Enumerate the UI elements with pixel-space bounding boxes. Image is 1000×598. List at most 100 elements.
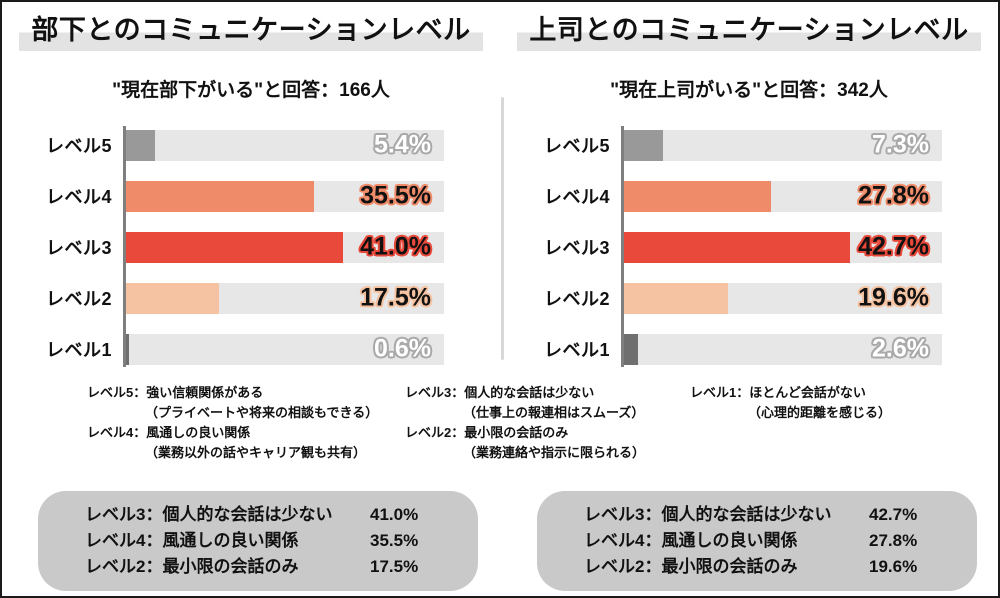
bar-row: レベル4 27.8%	[532, 180, 942, 212]
bar-fill	[126, 129, 155, 161]
bar-chart-right: レベル5 7.3% レベル4 27.8% レベル3	[532, 125, 942, 367]
bar-row: レベル1 0.6%	[34, 333, 444, 365]
definition-line: レベル5：強い信頼関係がある	[87, 384, 264, 400]
bar-row: レベル3 41.0%	[34, 231, 444, 263]
page-title-right: 上司とのコミュニケーションレベル	[517, 10, 981, 51]
summary-label: レベル4：風通しの良い関係	[85, 530, 299, 550]
respondent-count-left: "現在部下がいる"と回答：166人	[112, 79, 390, 101]
bar-row: レベル1 2.6%	[532, 333, 942, 365]
level-definitions-col3: レベル1：ほとんど会話がない （心理的距離を感じる）	[690, 383, 891, 423]
summary-box-subordinates: レベル3：個人的な会話は少ない 41.0% レベル4：風通しの良い関係 35.5…	[38, 490, 478, 591]
summary-row: レベル3：個人的な会話は少ない 41.0%	[85, 502, 478, 528]
bar-value-label: 42.7%	[858, 232, 929, 261]
bar-value-label: 27.8%	[858, 181, 929, 210]
summary-row: レベル2：最小限の会話のみ 17.5%	[85, 554, 478, 580]
definition-line: （業務連絡や指示に限られる）	[463, 444, 646, 460]
summary-boxes: レベル3：個人的な会話は少ない 41.0% レベル4：風通しの良い関係 35.5…	[2, 490, 998, 591]
summary-label: レベル4：風通しの良い関係	[584, 530, 798, 550]
summary-value: 35.5%	[370, 530, 419, 550]
summary-label: レベル2：最小限の会話のみ	[584, 556, 798, 576]
panel-title-wrap: 部下とのコミュニケーションレベル	[2, 10, 500, 51]
definition-line: （仕事上の報連相はスムーズ）	[463, 404, 645, 420]
y-axis-line-left	[123, 125, 126, 367]
bar-fill	[624, 129, 663, 161]
definition-line: レベル2：最小限の会話のみ	[405, 424, 569, 440]
summary-value: 42.7%	[869, 504, 918, 524]
bar-track: 17.5%	[126, 282, 444, 314]
y-axis-line-right	[621, 125, 624, 367]
bar-label: レベル4	[544, 187, 611, 207]
summary-row: レベル4：風通しの良い関係 35.5%	[85, 528, 478, 554]
bar-track: 41.0%	[126, 231, 444, 263]
summary-row: レベル4：風通しの良い関係 27.8%	[584, 528, 977, 554]
respondent-count-right: "現在上司がいる"と回答：342人	[610, 79, 888, 101]
definition-line: レベル1：ほとんど会話がない	[690, 384, 866, 400]
bar-fill	[624, 282, 728, 314]
bar-value-label: 41.0%	[360, 232, 431, 261]
bar-value-label: 19.6%	[858, 283, 929, 312]
bar-track: 7.3%	[624, 129, 942, 161]
bar-row: レベル5 7.3%	[532, 129, 942, 161]
bar-label: レベル3	[544, 238, 611, 258]
bar-row: レベル4 35.5%	[34, 180, 444, 212]
summary-box-superiors: レベル3：個人的な会話は少ない 42.7% レベル4：風通しの良い関係 27.8…	[537, 490, 977, 591]
bar-track: 5.4%	[126, 129, 444, 161]
summary-value: 17.5%	[370, 556, 419, 576]
panel-divider-line	[501, 97, 504, 360]
bar-fill	[126, 282, 219, 314]
bar-fill	[126, 180, 315, 212]
panel-subordinates: 部下とのコミュニケーションレベル "現在部下がいる"と回答：166人 レベル5 …	[2, 10, 500, 367]
summary-label: レベル3：個人的な会話は少ない	[85, 504, 333, 524]
summary-row: レベル2：最小限の会話のみ 19.6%	[584, 554, 977, 580]
summary-label: レベル2：最小限の会話のみ	[85, 556, 299, 576]
bar-row: レベル5 5.4%	[34, 129, 444, 161]
bar-fill	[624, 231, 851, 263]
bar-row: レベル2 19.6%	[532, 282, 942, 314]
bar-track: 27.8%	[624, 180, 942, 212]
definition-line: （プライベートや将来の相談もできる）	[145, 404, 379, 420]
bar-fill	[624, 180, 772, 212]
bar-value-label: 17.5%	[360, 283, 431, 312]
bar-label: レベル1	[46, 340, 113, 360]
definition-line: レベル4：風通しの良い関係	[87, 424, 251, 440]
definition-line: レベル3：個人的な会話は少ない	[405, 384, 595, 400]
summary-value: 41.0%	[370, 504, 419, 524]
level-definitions: レベル5：強い信頼関係がある （プライベートや将来の相談もできる） レベル4：風…	[2, 383, 998, 467]
bar-value-label: 5.4%	[374, 130, 431, 159]
bar-label: レベル2	[544, 289, 611, 309]
bar-label: レベル1	[544, 340, 611, 360]
bar-track: 19.6%	[624, 282, 942, 314]
bar-label: レベル5	[46, 136, 113, 156]
bar-label: レベル2	[46, 289, 113, 309]
chart-panels: 部下とのコミュニケーションレベル "現在部下がいる"と回答：166人 レベル5 …	[2, 10, 998, 367]
level-definitions-col2: レベル3：個人的な会話は少ない （仕事上の報連相はスムーズ） レベル2：最小限の…	[405, 383, 645, 463]
bar-track: 42.7%	[624, 231, 942, 263]
bar-value-label: 35.5%	[360, 181, 431, 210]
bar-chart-left: レベル5 5.4% レベル4 35.5% レベル3	[34, 125, 444, 367]
definition-line: （心理的距離を感じる）	[748, 404, 892, 420]
bar-track: 0.6%	[126, 333, 444, 365]
summary-value: 27.8%	[869, 530, 918, 550]
summary-row: レベル3：個人的な会話は少ない 42.7%	[584, 502, 977, 528]
panel-superiors: 上司とのコミュニケーションレベル "現在上司がいる"と回答：342人 レベル5 …	[500, 10, 998, 367]
bar-label: レベル4	[46, 187, 113, 207]
bar-fill	[126, 333, 130, 365]
bar-label: レベル5	[544, 136, 611, 156]
bar-track: 35.5%	[126, 180, 444, 212]
bar-value-label: 2.6%	[872, 334, 929, 363]
summary-label: レベル3：個人的な会話は少ない	[584, 504, 832, 524]
bar-value-label: 0.6%	[374, 334, 431, 363]
bar-track: 2.6%	[624, 333, 942, 365]
level-definitions-col1: レベル5：強い信頼関係がある （プライベートや将来の相談もできる） レベル4：風…	[87, 383, 378, 463]
bar-label: レベル3	[46, 238, 113, 258]
bar-fill	[624, 333, 638, 365]
bar-row: レベル2 17.5%	[34, 282, 444, 314]
bar-fill	[126, 231, 344, 263]
bar-value-label: 7.3%	[872, 130, 929, 159]
page-title-left: 部下とのコミュニケーションレベル	[19, 10, 483, 51]
definition-line: （業務以外の話やキャリア観も共有）	[145, 444, 367, 460]
summary-value: 19.6%	[869, 556, 918, 576]
bar-row: レベル3 42.7%	[532, 231, 942, 263]
panel-title-wrap: 上司とのコミュニケーションレベル	[500, 10, 998, 51]
